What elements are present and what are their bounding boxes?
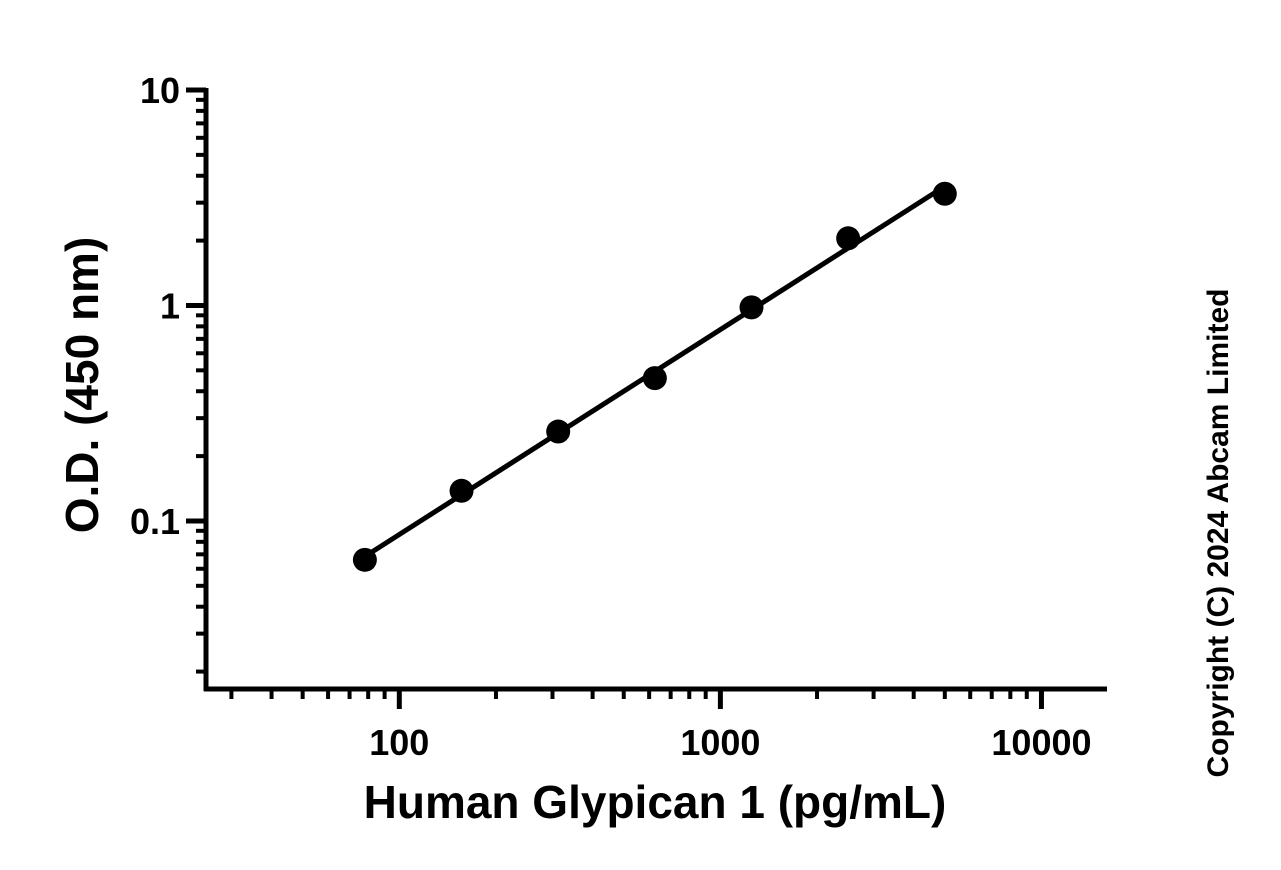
x-tick-label: 100	[369, 722, 429, 763]
plot-area	[352, 181, 957, 572]
x-tick-label: 1000	[680, 722, 760, 763]
data-point	[449, 478, 474, 503]
data-point	[932, 181, 957, 206]
copyright-notice: Copyright (C) 2024 Abcam Limited	[1202, 289, 1235, 778]
x-axis-title: Human Glypican 1 (pg/mL)	[364, 776, 947, 828]
data-point	[642, 366, 667, 391]
y-axis-title: O.D. (450 nm)	[56, 237, 108, 534]
x-tick-label: 10000	[991, 722, 1091, 763]
data-point	[546, 419, 571, 444]
data-point	[352, 547, 377, 572]
y-tick-label: 10	[140, 70, 180, 111]
y-tick-label: 0.1	[130, 501, 180, 542]
data-point	[836, 226, 861, 251]
axes: 10 1 0.1 100 1000 10000	[130, 70, 1107, 763]
y-tick-label: 1	[160, 285, 180, 326]
data-point	[739, 295, 764, 320]
